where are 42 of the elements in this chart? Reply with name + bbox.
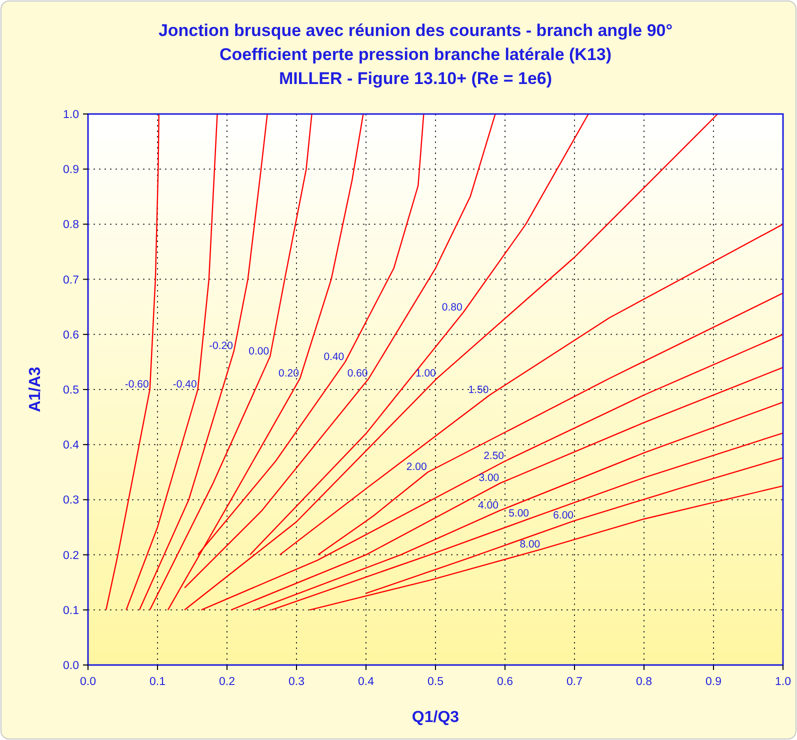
series-label: 5.00 [508,507,530,520]
series-label: 1.50 [468,384,489,396]
chart-title: Jonction brusque avec réunion des courants - branch angle 90° Coefficient perte pression branche latérale (K13) MILLER - Figure 13.10+ (Re = 1e6) [158,21,673,88]
series-label: 0.80 [442,301,462,314]
series-label: 2.50 [484,450,504,462]
x-tick-label: 0.7 [566,676,582,688]
series-label: -0.20 [209,340,234,352]
x-tick-label: 0.5 [428,676,444,688]
y-tick-label: 0.0 [63,660,79,672]
y-tick-label: 0.8 [63,219,79,232]
series-label: 8.00 [520,538,540,550]
x-axis-title: Q1/Q3 [412,709,460,726]
series-label: -0.40 [172,378,197,390]
series-label: 0.40 [324,350,344,363]
series-label: 0.20 [278,367,300,380]
x-tick-label: 0.1 [150,676,166,688]
y-tick-label: 0.5 [63,384,79,397]
x-tick-label: 0.8 [636,676,652,688]
x-tick-label: 0.4 [358,676,375,688]
series-label: 6.00 [553,510,574,522]
y-tick-label: 1.0 [63,109,79,122]
x-tick-label: 1.0 [775,676,791,688]
y-tick-label: 0.4 [63,440,80,452]
y-tick-label: 0.3 [63,494,79,507]
series-label: 3.00 [478,472,500,484]
x-tick-label: 0.2 [219,676,235,688]
series-label: -0.60 [124,378,150,390]
y-tick-label: 0.7 [63,274,79,286]
x-tick-label: 0.0 [80,676,96,688]
x-tick-label: 0.3 [288,676,304,688]
series-label: 1.00 [415,367,436,380]
series-label: 0.00 [248,345,270,358]
y-tick-label: 0.2 [63,550,79,562]
x-tick-label: 0.6 [497,676,513,688]
y-tick-label: 0.9 [63,164,79,176]
series-label: 2.00 [406,461,428,474]
series-label: 0.60 [347,367,368,380]
y-axis-title: A1/A3 [27,366,44,412]
series-label: 4.00 [478,500,499,512]
x-tick-label: 0.9 [706,676,722,688]
y-tick-label: 0.6 [63,329,79,342]
y-tick-label: 0.1 [63,604,79,617]
